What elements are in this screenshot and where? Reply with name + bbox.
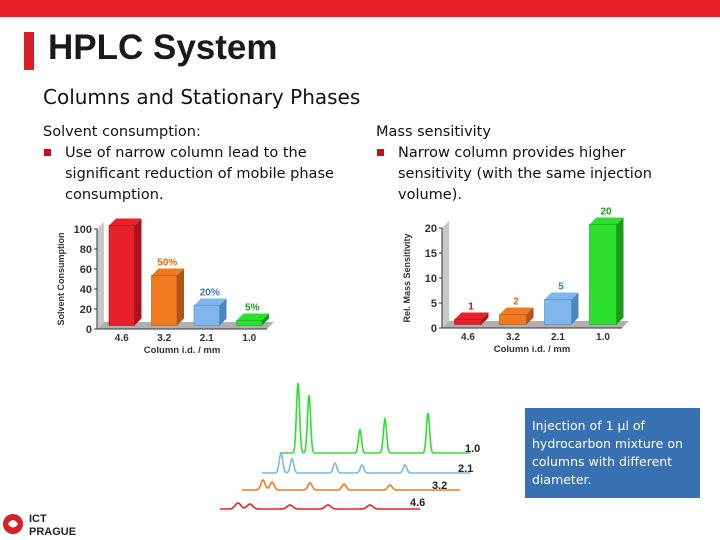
y-tick-label: 20: [425, 223, 437, 235]
chromatogram-trace: [220, 502, 420, 510]
right-heading: Mass sensitivity: [376, 124, 491, 140]
right-bullet-text: Narrow column provides higher sensitivit…: [398, 145, 652, 203]
logo-text-line2: PRAGUE: [29, 526, 76, 538]
chart-floor: [442, 321, 629, 328]
x-tick-label: 3.2: [506, 332, 520, 343]
bar-side: [481, 312, 489, 325]
x-tick-label: 1.0: [242, 333, 256, 344]
bar: [454, 319, 482, 325]
left-text-block: Solvent consumption: Use of narrow colum…: [43, 122, 343, 206]
x-axis-label: Column i.d. / mm: [494, 344, 571, 355]
trace-label: 3.2: [432, 480, 447, 492]
bar-top: [151, 268, 184, 276]
bar-side: [134, 218, 142, 326]
top-accent-bar: [0, 0, 720, 17]
chart-wall: [442, 221, 449, 328]
bar-top: [454, 312, 489, 320]
data-label: 1: [468, 302, 474, 313]
y-axis-label: Solvent Consumption: [56, 233, 66, 326]
bar: [108, 225, 135, 326]
chart-floor: [97, 322, 274, 329]
y-tick-label: 20: [80, 304, 92, 316]
bar-top: [589, 217, 624, 225]
bar-side: [219, 298, 227, 326]
data-label: 20: [600, 207, 612, 218]
trace-label: 1.0: [465, 443, 480, 455]
bar-top: [194, 298, 227, 306]
y-tick-label: 10: [425, 273, 437, 285]
bullet-icon: [44, 149, 51, 156]
bar-top: [109, 218, 142, 226]
x-tick-label: 1.0: [596, 332, 610, 343]
x-tick-label: 4.6: [115, 333, 129, 344]
y-axis-label: Rel. Mass Sensitivity: [402, 233, 412, 322]
bar-side: [526, 307, 534, 325]
bar: [151, 275, 178, 326]
bar: [193, 305, 220, 326]
x-tick-label: 2.1: [551, 332, 565, 343]
bar: [544, 299, 572, 325]
bar: [499, 314, 527, 325]
chart-wall: [97, 222, 104, 329]
data-label: 5%: [245, 303, 260, 314]
slide-subtitle: Columns and Stationary Phases: [43, 85, 361, 109]
data-label: 50%: [157, 258, 177, 269]
y-tick-label: 100: [74, 224, 92, 236]
right-text-block: Mass sensitivity Narrow column provides …: [376, 122, 666, 206]
data-label: 2: [513, 297, 519, 308]
trace-label: 2.1: [458, 463, 473, 475]
mass-sensitivity-chart: 0 5 10 15 20 Rel. Mass Sensitivity 4.6 1 3.2 2 2.1…: [402, 207, 629, 355]
data-label: 5: [558, 282, 564, 293]
bar-side: [177, 268, 184, 326]
chromatogram-chart: 1.0 2.1 3.2 4.6: [220, 382, 480, 510]
left-bullet-item: Use of narrow column lead to the signifi…: [43, 143, 343, 206]
y-tick-label: 0: [431, 323, 437, 335]
data-label: 20%: [200, 288, 220, 299]
bar: [589, 224, 617, 325]
bar: [236, 320, 263, 326]
title-accent-mark: [24, 32, 34, 70]
logo-text-line1: ICT: [29, 513, 47, 525]
chromatogram-trace: [280, 382, 470, 454]
y-tick-label: 5: [431, 298, 437, 310]
bar-top: [499, 307, 534, 315]
bar-side: [571, 292, 579, 325]
y-tick-label: 40: [80, 284, 92, 296]
solvent-consumption-chart: 0 20 40 60 80 100 Solvent Consumption 4.6 3.2 50%…: [56, 218, 274, 356]
y-tick-label: 80: [80, 244, 92, 256]
bullet-icon: [377, 149, 384, 156]
y-tick-label: 60: [80, 264, 92, 276]
left-bullet-text: Use of narrow column lead to the signifi…: [65, 145, 334, 203]
y-tick-label: 0: [86, 324, 92, 336]
y-tick-label: 15: [425, 248, 437, 260]
x-tick-label: 2.1: [200, 333, 214, 344]
chromatogram-trace: [262, 451, 470, 474]
left-heading: Solvent consumption:: [43, 124, 201, 140]
ict-prague-logo: ICT PRAGUE: [3, 513, 76, 538]
x-tick-label: 4.6: [461, 332, 475, 343]
trace-label: 4.6: [410, 497, 425, 509]
x-axis-label: Column i.d. / mm: [144, 345, 221, 356]
injection-caption: Injection of 1 µl of hydrocarbon mixture…: [525, 408, 700, 498]
bar-side: [262, 313, 269, 326]
chromatogram-trace: [242, 479, 460, 491]
x-tick-label: 3.2: [157, 333, 171, 344]
slide-title: HPLC System: [48, 28, 278, 67]
bar-top: [236, 313, 269, 321]
bar-top: [544, 292, 579, 300]
right-bullet-item: Narrow column provides higher sensitivit…: [376, 143, 666, 206]
bar-side: [616, 217, 624, 325]
